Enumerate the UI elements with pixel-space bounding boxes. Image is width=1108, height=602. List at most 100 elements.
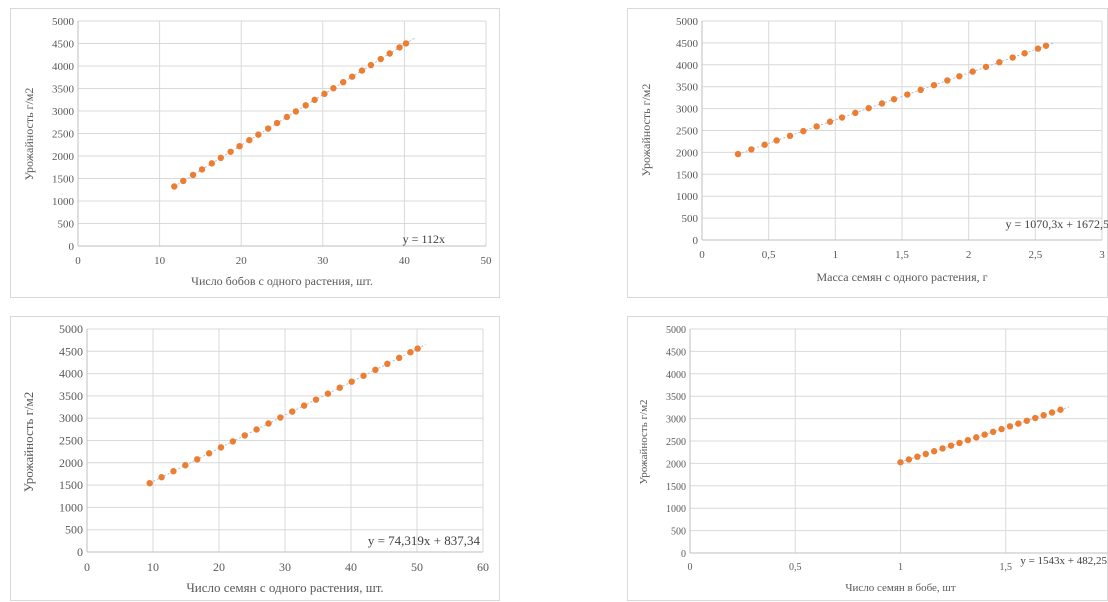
x-tick-label: 2,5 [1028, 249, 1042, 261]
data-point [217, 444, 225, 451]
data-point [998, 425, 1005, 433]
data-point [336, 384, 343, 391]
y-tick-label: 1000 [676, 191, 699, 203]
data-point [922, 450, 929, 458]
data-point [395, 354, 403, 362]
data-point [264, 125, 272, 132]
y-tick-label: 4500 [666, 347, 686, 358]
x-tick-label: 3 [1099, 249, 1105, 261]
chart-svg-pods: 0500100015002000250030003500400045005000… [22, 16, 492, 288]
data-point [146, 479, 153, 487]
y-tick-label: 3500 [52, 84, 75, 96]
y-tick-label: 500 [58, 219, 75, 231]
x-tick-label: 1,5 [895, 249, 909, 261]
y-tick-label: 4000 [59, 367, 83, 381]
trendline-equation: y = 74,319x + 837,34 [368, 533, 481, 548]
y-axis-title: Урожайность г/м2 [22, 88, 36, 181]
data-point [367, 61, 375, 69]
data-point [1032, 414, 1039, 422]
y-tick-label: 5000 [676, 16, 699, 28]
data-point [182, 462, 189, 469]
y-tick-label: 3000 [52, 106, 75, 118]
data-point [414, 345, 421, 352]
y-tick-label: 500 [682, 213, 699, 225]
data-point [289, 408, 296, 415]
data-point [180, 177, 187, 185]
data-point [396, 44, 403, 51]
chart-panel-seeds-per-pod: 0 500 1000 1500 2000 2500 3000 3500 4000 4500 5000… [627, 316, 1108, 601]
y-tick-label: 3500 [59, 389, 83, 403]
x-tick-label: 40 [399, 255, 411, 267]
data-point [253, 426, 260, 433]
x-tick-label: 30 [279, 560, 291, 574]
data-point [407, 349, 414, 356]
y-axis-title: Урожайность г/м2 [21, 392, 36, 493]
y-tick-label: 3000 [59, 411, 83, 425]
data-point [852, 109, 859, 117]
data-point [878, 100, 886, 107]
x-tick-label: 20 [236, 255, 248, 267]
data-point [1021, 50, 1028, 57]
x-tick-label: 1 [898, 562, 903, 573]
data-point [324, 390, 332, 397]
data-point [917, 86, 924, 94]
data-point [786, 132, 794, 139]
data-point [1040, 412, 1047, 419]
x-tick-label: 60 [477, 560, 489, 574]
y-tick-label: 4000 [52, 61, 75, 73]
data-point [384, 360, 391, 368]
y-tick-label: 1500 [666, 482, 686, 493]
chart-svg-seed-count: 0500100015002000250030003500400045005000… [21, 322, 489, 595]
y-tick-label: 1000 [666, 504, 686, 515]
y-tick-label: 5000 [52, 16, 75, 28]
data-point [372, 366, 379, 374]
y-tick-label: 5000 [666, 325, 686, 336]
data-point [813, 123, 820, 130]
x-tick-label: 0 [75, 255, 81, 267]
trendline [149, 344, 426, 484]
data-point [402, 40, 410, 47]
y-tick-label: 5000 [59, 322, 83, 336]
data-point [773, 137, 780, 144]
y-tick-label: 2000 [52, 151, 75, 163]
y-tick-label: 4500 [676, 38, 699, 50]
x-tick-label: 1 [833, 249, 839, 261]
data-point [996, 59, 1003, 66]
x-tick-label: 20 [213, 560, 225, 574]
data-point [1042, 42, 1050, 49]
data-point [246, 136, 253, 144]
data-point [277, 414, 284, 421]
y-tick-label: 3000 [676, 104, 699, 116]
data-point [300, 402, 308, 409]
data-point [217, 154, 224, 161]
data-point [386, 50, 393, 57]
data-point [170, 468, 177, 475]
data-point [321, 90, 328, 98]
x-tick-label: 40 [345, 560, 357, 574]
data-point [292, 108, 300, 115]
data-point [348, 378, 355, 385]
y-tick-label: 0 [681, 549, 686, 560]
x-tick-label: 10 [154, 255, 166, 267]
data-point [302, 102, 309, 109]
data-point [1006, 423, 1014, 430]
x-tick-label: 0 [699, 249, 705, 261]
data-point [1048, 409, 1056, 416]
data-point [973, 434, 980, 441]
chart-panel-pods: 0 500 1000 1500 2000 2500 3000 3500 4000 4500 5000… [10, 8, 500, 298]
data-point [748, 146, 755, 153]
data-point [241, 432, 248, 439]
data-point [1057, 406, 1064, 413]
data-point [348, 73, 356, 80]
y-tick-label: 500 [65, 523, 83, 537]
x-axis-title: Число семян в бобе, шт [845, 582, 956, 594]
data-point [930, 448, 938, 455]
y-tick-label: 1000 [52, 196, 75, 208]
data-point [236, 142, 243, 150]
data-point [982, 63, 990, 71]
x-tick-label: 0,5 [789, 562, 802, 573]
x-tick-label: 0 [688, 562, 693, 573]
data-point [1034, 45, 1042, 52]
data-point [939, 445, 946, 452]
y-tick-label: 1500 [59, 478, 83, 492]
